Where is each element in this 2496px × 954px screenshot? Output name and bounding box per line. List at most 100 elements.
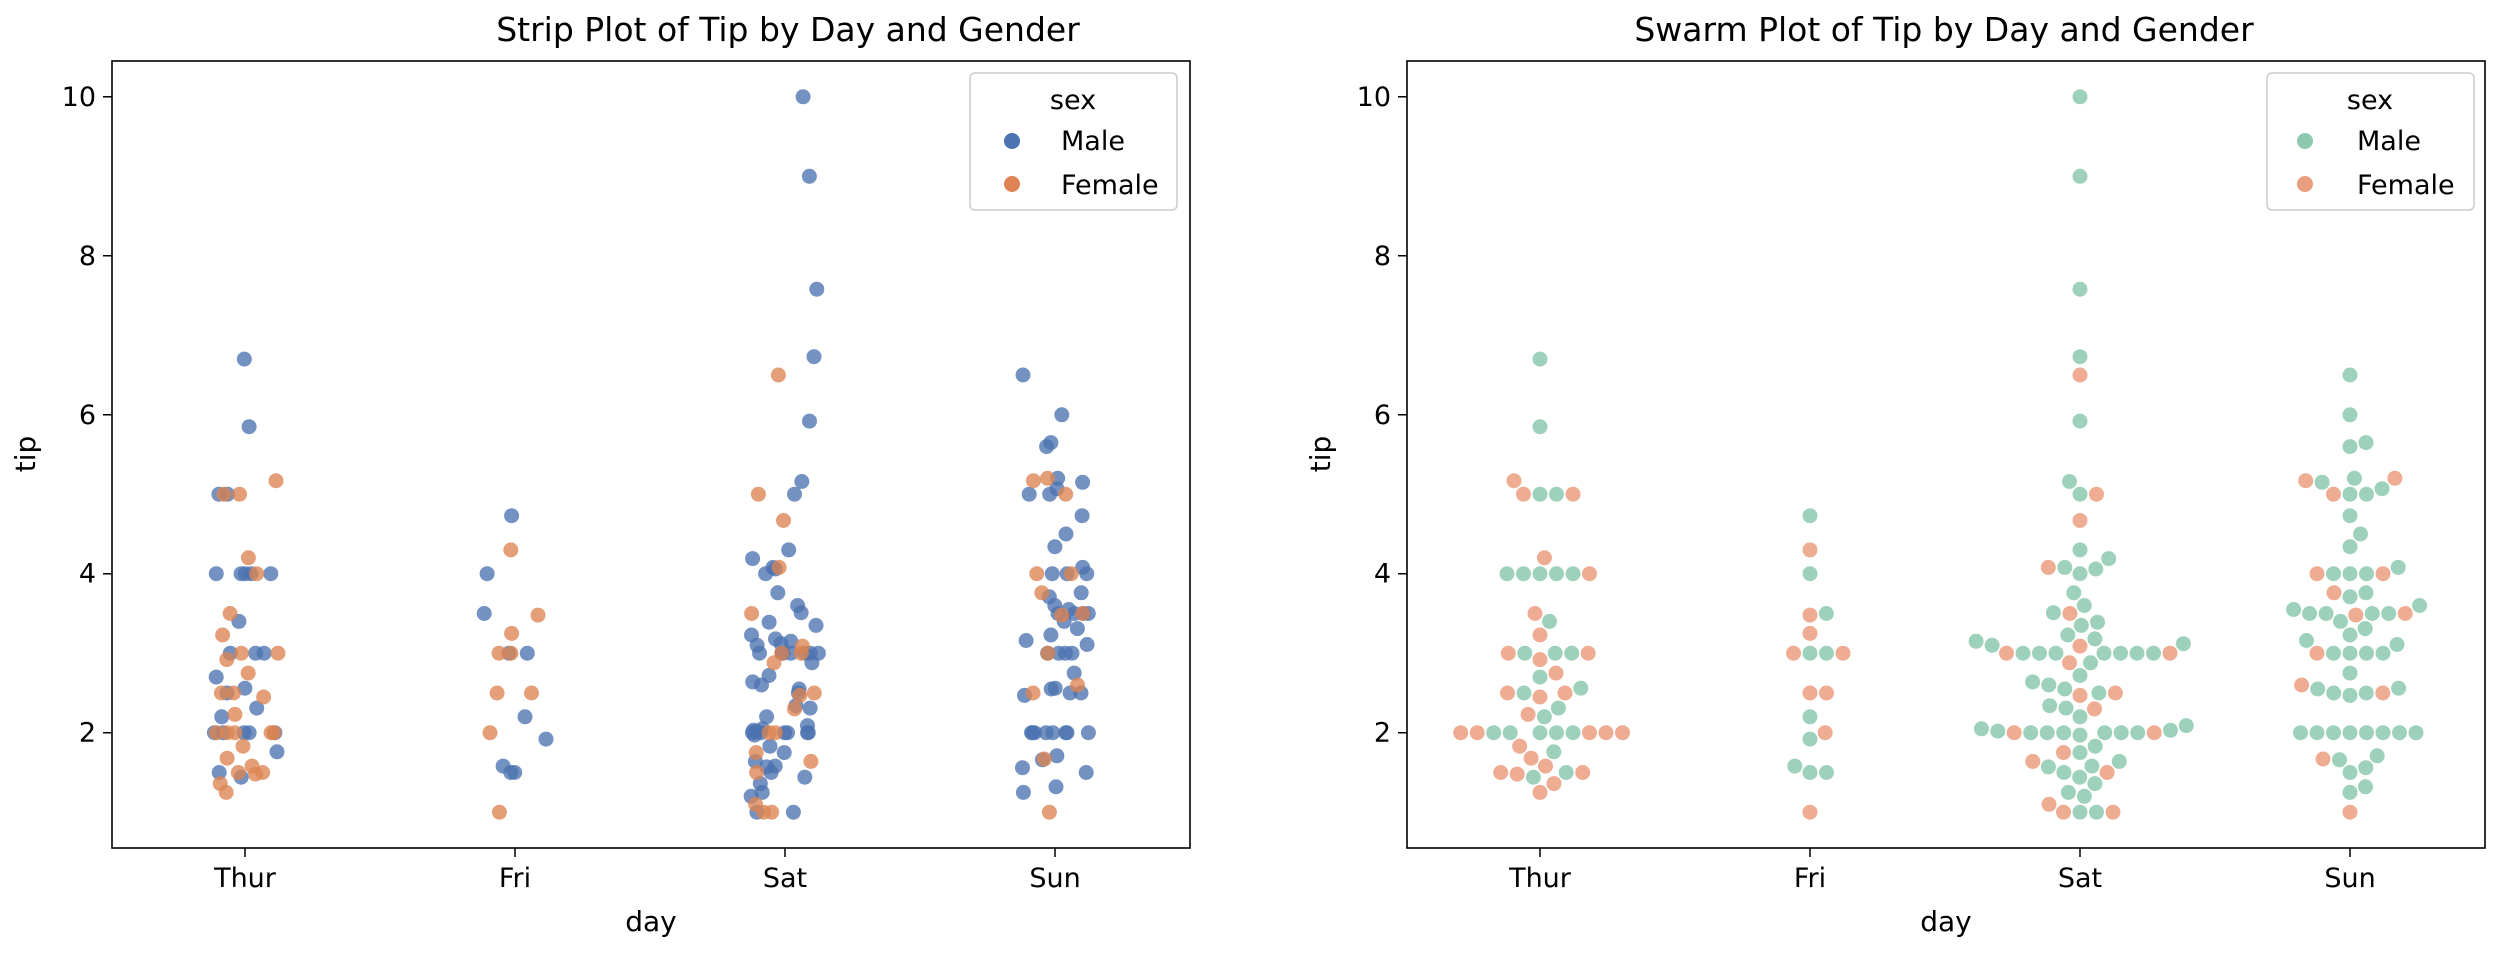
swarm-point-male [1532, 419, 1548, 435]
swarm-point-male [2087, 631, 2103, 647]
swarm-point-male [2056, 765, 2072, 780]
swarm-point-male [2326, 685, 2342, 701]
swarm-point-female [1835, 645, 1851, 661]
swarm-point-male [2048, 645, 2064, 661]
strip-y-tick-label: 8 [79, 241, 96, 272]
swarm-legend-box [2266, 72, 2475, 211]
swarm-point-male [1516, 566, 1531, 582]
swarm-point-male [1532, 725, 1548, 741]
swarm-point-female [1615, 725, 1630, 741]
swarm-point-male [2342, 486, 2358, 502]
swarm-point-male [1802, 765, 1818, 780]
swarm-point-male [2113, 725, 2129, 741]
strip-point-female [263, 725, 279, 741]
swarm-point-male [1973, 721, 1989, 737]
swarm-point-male [2097, 725, 2113, 741]
swarm-point-male [2342, 539, 2358, 555]
swarm-point-male [2146, 645, 2161, 661]
swarm-point-male [1536, 709, 1552, 725]
swarm-point-male [2342, 725, 2358, 741]
strip-point-female [482, 725, 498, 741]
swarm-point-male [2130, 725, 2146, 741]
swarm-point-male [2072, 745, 2088, 761]
swarm-point-male [2342, 367, 2358, 383]
strip-point-female [219, 652, 235, 668]
strip-point-female [240, 665, 256, 681]
swarm-point-male [1502, 725, 1518, 741]
swarm-point-female [2072, 687, 2088, 703]
swarm-point-female [1532, 627, 1548, 643]
swarm-legend-female-label: Female [2357, 170, 2455, 201]
swarm-point-male [2332, 752, 2347, 768]
strip-point-female [1036, 751, 1052, 767]
strip-point-female [270, 645, 286, 661]
swarm-point-female [2162, 645, 2178, 661]
swarm-point-male [2060, 784, 2076, 800]
strip-point-female [1063, 566, 1079, 582]
strip-point-female [748, 745, 764, 761]
swarm-y-axis-label: tip [1304, 436, 1337, 473]
swarm-point-male [2072, 413, 2088, 429]
swarm-point-male [2375, 645, 2391, 661]
swarm-x-tick-label: Sun [2324, 863, 2375, 894]
swarm-point-female [1546, 776, 1562, 792]
strip-point-male [208, 669, 224, 685]
swarm-point-male [1532, 566, 1548, 582]
swarm-point-male [2318, 606, 2334, 621]
strip-point-female [233, 645, 249, 661]
strip-point-female [219, 750, 235, 766]
strip-legend-male-label: Male [1061, 126, 1125, 157]
swarm-point-female [1532, 689, 1548, 705]
strip-point-female [489, 685, 505, 701]
strip-chart-title: Strip Plot of Tip by Day and Gender [496, 10, 1080, 49]
strip-point-female [776, 513, 791, 528]
swarm-point-male [2072, 281, 2088, 297]
swarm-point-male [1547, 645, 1563, 661]
swarm-point-female [1538, 758, 1553, 774]
swarm-point-male [2084, 758, 2100, 774]
strip-point-female [530, 607, 546, 623]
swarm-point-female [2006, 725, 2022, 741]
strip-x-tick-label: Thur [213, 863, 277, 894]
swarm-point-male [2015, 645, 2031, 661]
swarm-point-male [2346, 470, 2362, 486]
swarm-point-male [1549, 566, 1564, 582]
swarm-point-female [2056, 745, 2071, 761]
strip-y-tick-label: 10 [62, 82, 96, 113]
strip-point-male [1045, 725, 1061, 741]
strip-point-male [519, 645, 535, 661]
swarm-point-male [1819, 645, 1834, 661]
strip-point-female [766, 655, 782, 671]
swarm-point-male [1990, 723, 2006, 739]
swarm-point-female [1516, 486, 1531, 502]
swarm-point-female [1802, 685, 1818, 701]
swarm-point-female [1786, 645, 1801, 661]
swarm-y-tick-label: 2 [1374, 718, 1391, 749]
swarm-point-male [2090, 614, 2105, 630]
swarm-point-female [2342, 804, 2358, 820]
swarm-point-male [1802, 731, 1818, 747]
swarm-point-male [2088, 561, 2104, 577]
swarm-point-female [1493, 765, 1509, 780]
swarm-point-male [2408, 725, 2424, 741]
strip-point-male [758, 566, 774, 582]
swarm-point-male [2412, 598, 2428, 613]
swarm-point-male [2072, 349, 2088, 365]
strip-point-male [1044, 566, 1060, 582]
swarm-point-male [1565, 725, 1581, 741]
strip-point-female [771, 559, 787, 575]
swarm-point-male [2326, 566, 2341, 582]
swarm-point-male [2342, 627, 2358, 643]
strip-point-male [808, 617, 824, 633]
strip-x-tick-label: Sun [1029, 863, 1080, 894]
strip-legend-box [969, 72, 1178, 211]
swarm-point-male [1532, 351, 1548, 367]
strip-point-male [1049, 748, 1065, 764]
swarm-point-male [1573, 680, 1589, 696]
swarm-point-male [1818, 606, 1834, 621]
strip-x-tick-label: Fri [499, 863, 531, 894]
strip-point-female [218, 784, 234, 800]
strip-point-male [809, 281, 825, 297]
swarm-point-male [2326, 725, 2341, 741]
swarm-point-female [1817, 725, 1833, 741]
